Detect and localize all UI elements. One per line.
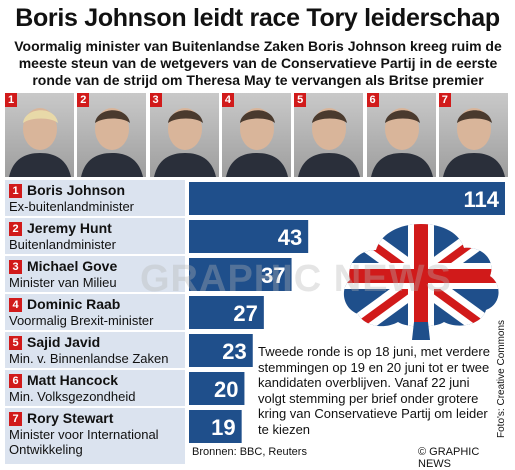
candidate-role: Ex-buitenlandminister bbox=[9, 199, 135, 214]
chart-title: Boris Johnson leidt race Tory leiderscha… bbox=[15, 4, 500, 32]
rank-badge: 3 bbox=[9, 260, 22, 274]
photo-credit: Foto's: Creative Commons bbox=[496, 319, 507, 438]
candidate-photo: 5 bbox=[294, 93, 364, 177]
person-silhouette-icon bbox=[442, 108, 505, 177]
candidate-row: 3 Michael Gove Minister van Milieu bbox=[5, 256, 185, 292]
candidate-name: Matt Hancock bbox=[27, 372, 119, 388]
candidate-row: 7 Rory Stewart Minister voor International… bbox=[5, 408, 185, 464]
candidate-name: Dominic Raab bbox=[27, 296, 121, 312]
photo-rank-badge: 5 bbox=[294, 93, 307, 107]
candidate-name: Sajid Javid bbox=[27, 334, 101, 350]
rank-badge: 1 bbox=[9, 184, 22, 198]
photo-rank-badge: 2 bbox=[77, 93, 90, 107]
candidate-photo: 4 bbox=[221, 93, 291, 177]
rank-badge: 7 bbox=[9, 412, 22, 426]
rank-badge: 6 bbox=[9, 374, 22, 388]
chart-subtitle: Voormalig minister van Buitenlandse Zake… bbox=[14, 38, 502, 88]
rank-badge: 4 bbox=[9, 298, 22, 312]
photo-rank-badge: 1 bbox=[5, 93, 17, 107]
rank-badge: 2 bbox=[9, 222, 22, 236]
person-silhouette-icon bbox=[81, 108, 144, 177]
photo-rank-badge: 3 bbox=[149, 93, 162, 107]
photo-rank-badge: 6 bbox=[366, 93, 379, 107]
vote-value-label: 114 bbox=[464, 187, 500, 212]
sources: Bronnen: BBC, Reuters bbox=[192, 446, 307, 458]
candidate-role: Minister voor International Ontwikkeling bbox=[9, 427, 159, 457]
candidate-role: Minister van Milieu bbox=[9, 275, 117, 290]
candidate-photo: 6 bbox=[366, 93, 436, 177]
vote-bar bbox=[189, 334, 253, 367]
person-silhouette-icon bbox=[9, 108, 71, 177]
candidate-name: Jeremy Hunt bbox=[27, 220, 112, 236]
photo-rank-badge: 4 bbox=[221, 93, 234, 107]
round-note: Tweede ronde is op 18 juni, met verdere … bbox=[258, 344, 490, 437]
candidate-name: Michael Gove bbox=[27, 258, 118, 274]
person-silhouette-icon bbox=[370, 108, 433, 177]
vote-bar bbox=[189, 258, 292, 291]
rank-badge: 5 bbox=[9, 336, 22, 350]
candidate-name: Boris Johnson bbox=[27, 182, 126, 198]
person-silhouette-icon bbox=[225, 108, 288, 177]
candidate-photo: 3 bbox=[149, 93, 219, 177]
person-silhouette-icon bbox=[298, 108, 361, 177]
vote-value-label: 20 bbox=[214, 377, 238, 402]
candidate-photo: 7 bbox=[438, 93, 508, 177]
vote-value-label: 27 bbox=[233, 301, 257, 326]
candidate-photos: 1 2 3 4 5 6 7 bbox=[5, 93, 510, 177]
candidate-row: 6 Matt Hancock Min. Volksgezondheid bbox=[5, 370, 185, 406]
candidate-role: Voormalig Brexit-minister bbox=[9, 313, 154, 328]
candidate-row: 4 Dominic Raab Voormalig Brexit-minister bbox=[5, 294, 185, 330]
candidate-photo: 1 bbox=[5, 93, 74, 177]
vote-bar bbox=[189, 410, 242, 443]
candidate-role: Min. Volksgezondheid bbox=[9, 389, 136, 404]
candidate-row: 5 Sajid Javid Min. v. Binnenlandse Zaken bbox=[5, 332, 185, 368]
vote-bar bbox=[189, 220, 309, 253]
vote-bar bbox=[189, 182, 505, 215]
candidate-name: Rory Stewart bbox=[27, 410, 114, 426]
conservative-tree-union-jack-icon bbox=[343, 224, 499, 340]
candidate-photo: 2 bbox=[77, 93, 147, 177]
vote-value-label: 37 bbox=[261, 263, 285, 288]
vote-bar bbox=[189, 296, 264, 329]
candidate-row: 1 Boris Johnson Ex-buitenlandminister bbox=[5, 180, 185, 216]
person-silhouette-icon bbox=[153, 108, 216, 177]
candidate-row: 2 Jeremy Hunt Buitenlandminister bbox=[5, 218, 185, 254]
vote-value-label: 23 bbox=[222, 339, 246, 364]
vote-bar bbox=[189, 372, 245, 405]
candidate-role: Buitenlandminister bbox=[9, 237, 116, 252]
vote-value-label: 43 bbox=[278, 225, 302, 250]
vote-value-label: 19 bbox=[211, 415, 235, 440]
photo-rank-badge: 7 bbox=[438, 93, 451, 107]
copyright: © GRAPHIC NEWS bbox=[418, 446, 480, 470]
candidate-role: Min. v. Binnenlandse Zaken bbox=[9, 351, 169, 366]
